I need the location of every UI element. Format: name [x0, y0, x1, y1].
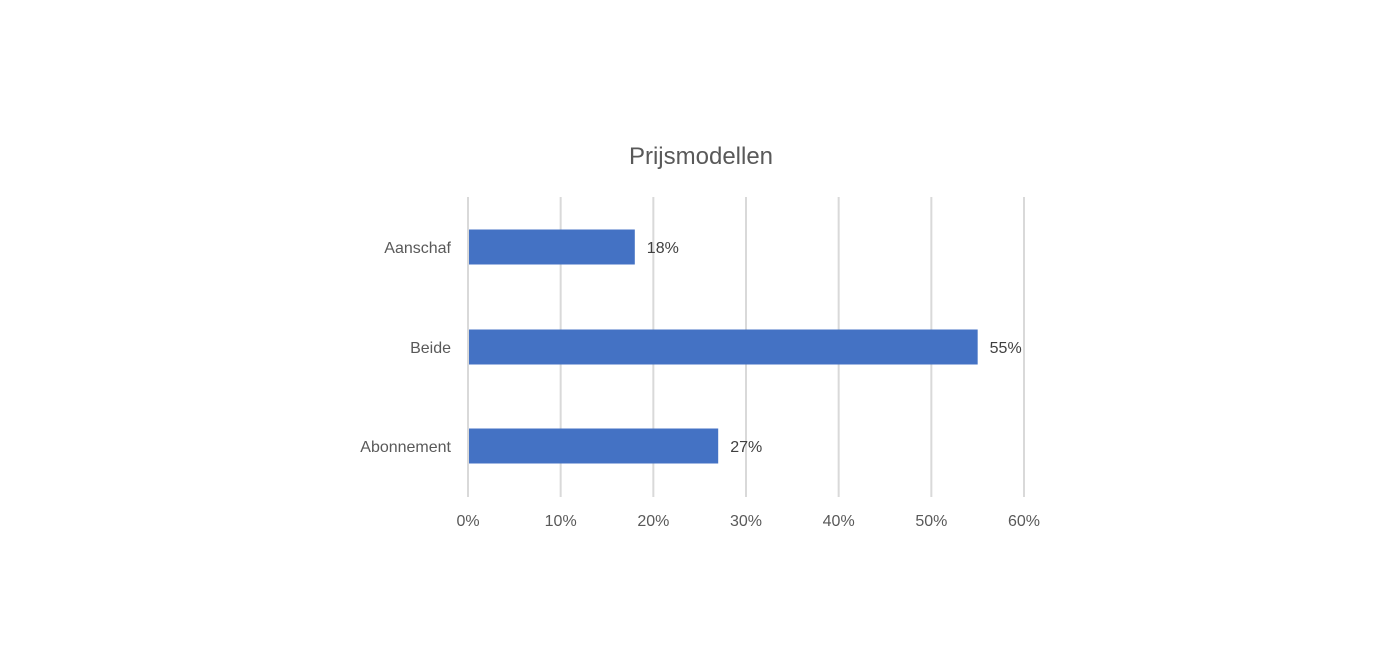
x-tick-label: 30%: [730, 513, 762, 530]
category-label: Abonnement: [360, 439, 451, 456]
data-label: 27%: [730, 439, 762, 456]
bar: [469, 329, 978, 365]
x-tick-labels: 0% 10% 20% 30% 40% 50% 60%: [456, 513, 1040, 530]
category-labels: Aanschaf Beide Abonnement: [360, 240, 451, 456]
x-tick-label: 0%: [456, 513, 479, 530]
bar: [469, 229, 635, 265]
data-label: 55%: [990, 340, 1022, 357]
data-label: 18%: [647, 240, 679, 257]
x-tick-label: 40%: [823, 513, 855, 530]
bar: [469, 428, 719, 464]
chart-title: Prijsmodellen: [629, 143, 773, 170]
x-tick-label: 10%: [545, 513, 577, 530]
x-tick-label: 20%: [637, 513, 669, 530]
x-tick-label: 50%: [915, 513, 947, 530]
category-label: Aanschaf: [384, 240, 451, 257]
bars: [469, 229, 978, 464]
x-tick-label: 60%: [1008, 513, 1040, 530]
data-labels: 18% 55% 27%: [647, 240, 1022, 456]
category-label: Beide: [410, 340, 451, 357]
